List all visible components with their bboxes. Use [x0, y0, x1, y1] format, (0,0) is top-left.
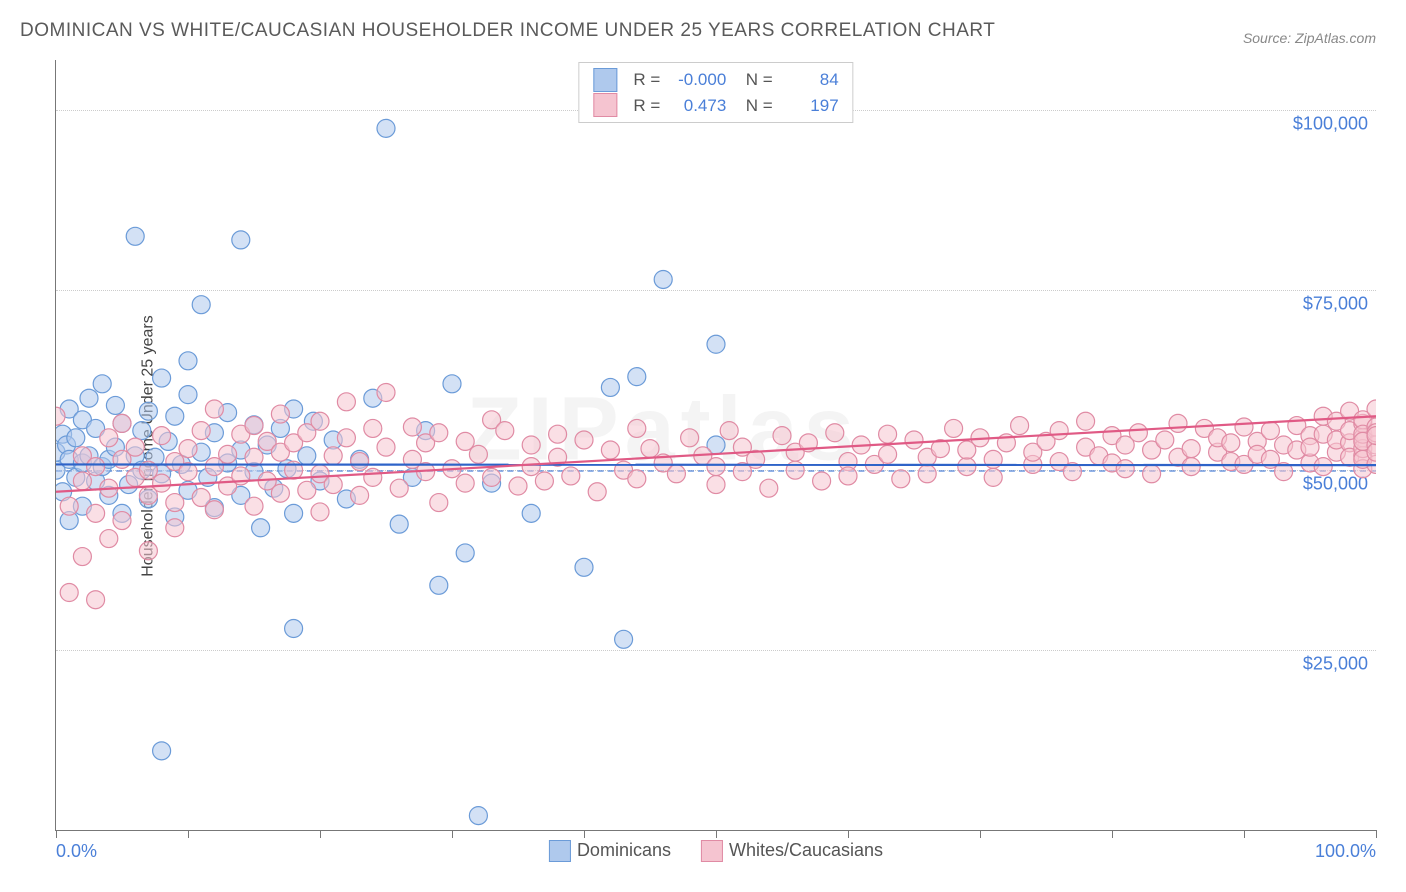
x-tick	[848, 830, 849, 838]
x-tick	[980, 830, 981, 838]
stats-row: R = 0.473 N = 197	[593, 93, 838, 119]
trend-layer	[56, 60, 1376, 830]
legend-swatch-icon	[701, 840, 723, 862]
x-axis-min-label: 0.0%	[56, 841, 97, 862]
series-swatch-icon	[593, 68, 617, 92]
source-attribution: Source: ZipAtlas.com	[1243, 30, 1376, 46]
legend-swatch-icon	[549, 840, 571, 862]
stat-r-label: R =	[633, 67, 660, 93]
bottom-legend: Dominicans Whites/Caucasians	[549, 840, 883, 862]
source-prefix: Source:	[1243, 30, 1295, 46]
legend-label: Whites/Caucasians	[729, 840, 883, 860]
stats-row: R = -0.000 N = 84	[593, 67, 838, 93]
plot-area: ZIPatlas R =-0.000 N =84R =0.473 N =197 …	[55, 60, 1376, 831]
trend-line	[56, 464, 1376, 465]
x-tick	[56, 830, 57, 838]
legend-item: Dominicans	[549, 840, 671, 862]
stat-r-value: -0.000	[670, 67, 726, 93]
x-tick	[716, 830, 717, 838]
stat-r-value: 0.473	[670, 93, 726, 119]
legend-item: Whites/Caucasians	[701, 840, 883, 862]
x-tick	[584, 830, 585, 838]
x-tick	[1112, 830, 1113, 838]
x-tick	[452, 830, 453, 838]
x-tick	[188, 830, 189, 838]
chart-title: DOMINICAN VS WHITE/CAUCASIAN HOUSEHOLDER…	[20, 20, 995, 42]
x-tick	[320, 830, 321, 838]
x-tick	[1244, 830, 1245, 838]
stat-n-value: 84	[783, 67, 839, 93]
stats-legend-box: R = -0.000 N = 84 R = 0.473 N = 197	[578, 62, 853, 123]
legend-label: Dominicans	[577, 840, 671, 860]
stat-n-value: 197	[783, 93, 839, 119]
x-axis-max-label: 100.0%	[1315, 841, 1376, 862]
source-value: ZipAtlas.com	[1295, 30, 1376, 46]
x-tick	[1376, 830, 1377, 838]
stat-n-label: N =	[736, 93, 772, 119]
series-swatch-icon	[593, 93, 617, 117]
trend-line	[56, 416, 1376, 492]
stat-n-label: N =	[736, 67, 772, 93]
stat-r-label: R =	[633, 93, 660, 119]
